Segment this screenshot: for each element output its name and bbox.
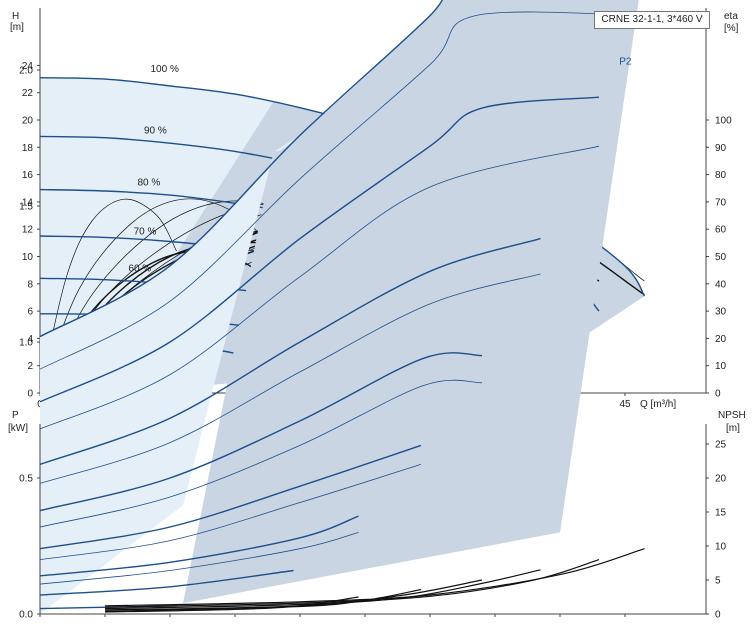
eta-tick-label: 100 [715,116,732,127]
eta-tick-label: 60 [715,225,727,236]
p1-curve [39,444,422,550]
npsh-tick-label: 10 [715,542,727,553]
eta-tick-label: 40 [715,279,727,290]
npsh-tick-label: 0 [715,610,721,621]
npsh-curve [104,579,483,611]
h-tick-label: 20 [22,116,34,127]
h-tick-label: 2 [27,361,33,372]
p-tick-label: 1.5 [19,202,33,213]
speed-label: 60 % [128,264,151,275]
speed-label: 70 % [134,227,157,238]
q-tick-label: 45 [619,399,631,410]
operating-range-area [183,0,639,604]
p1-curve [39,96,600,403]
eta-tick-label: 90 [715,143,727,154]
npsh-tick-label: 5 [715,576,721,587]
npsh-axis-label: NPSH [718,410,746,421]
eta-axis-label: eta [724,11,738,22]
p2-curve [39,273,541,484]
h-tick-label: 4 [27,334,33,345]
npsh-curve [104,559,600,608]
eta-tick-label: 30 [715,307,727,318]
h-tick-label: 12 [22,225,34,236]
npsh-tick-label: 25 [715,440,727,451]
npsh-axis-unit: [m] [726,423,740,434]
p2-curve [39,464,422,560]
npsh-tick-label: 15 [715,508,727,519]
h-axis-unit: [m] [10,22,24,33]
p-axis-label: P [12,410,19,421]
h-axis-label: H [12,11,19,22]
p-tick-label: 0.0 [19,610,33,621]
h-tick-label: 22 [22,88,34,99]
eta-tick-label: 20 [715,334,727,345]
eta-tick-label: 80 [715,170,727,181]
p2-curve [39,145,600,430]
p1-curve [39,0,444,338]
h-tick-label: 14 [22,197,34,208]
p2-curve [39,11,645,370]
eta-axis-unit: [%] [724,23,739,34]
p-tick-label: 2.0 [19,66,33,77]
p1-curve [39,237,541,466]
power-axes: 0.00.51.01.52.02.50510152025 [19,66,727,621]
h-tick-label: 18 [22,143,34,154]
speed-label: 90 % [144,126,167,137]
h-tick-label: 6 [27,307,33,318]
speed-label: 100 % [151,64,179,75]
p2-curve [39,532,359,585]
npsh-curve [104,596,359,613]
eta-tick-label: 50 [715,252,727,263]
eta-tick-label: 70 [715,197,727,208]
p1-curve [39,569,294,596]
h-tick-label: 10 [22,252,34,263]
efficiency-curve [39,198,177,394]
npsh-curve [104,588,422,612]
p1-curve [39,515,359,577]
p2-curve [39,379,483,528]
npsh-curve [104,569,541,610]
chart-title-box: CRNE 32-1-1, 3*460 V [594,11,710,29]
eta-tick-label: 0 [715,389,721,400]
p1-curve [39,352,483,512]
q-axis-label: Q [m³/h] [640,399,676,410]
p-axis-unit: [kW] [8,423,28,434]
h-tick-label: 24 [22,61,34,72]
p-tick-label: 1.0 [19,338,33,349]
power-npsh-chart: P1 (motor+freq.converter)P2 0.00.51.01.5… [8,0,746,621]
eta-tick-label: 10 [715,361,727,372]
h-tick-label: 0 [27,389,33,400]
p2-series-label: P2 [619,57,632,68]
speed-label: 80 % [138,178,161,189]
npsh-tick-label: 20 [715,474,727,485]
h-tick-label: 16 [22,170,34,181]
p-tick-label: 0.5 [19,474,33,485]
h-tick-label: 8 [27,279,33,290]
